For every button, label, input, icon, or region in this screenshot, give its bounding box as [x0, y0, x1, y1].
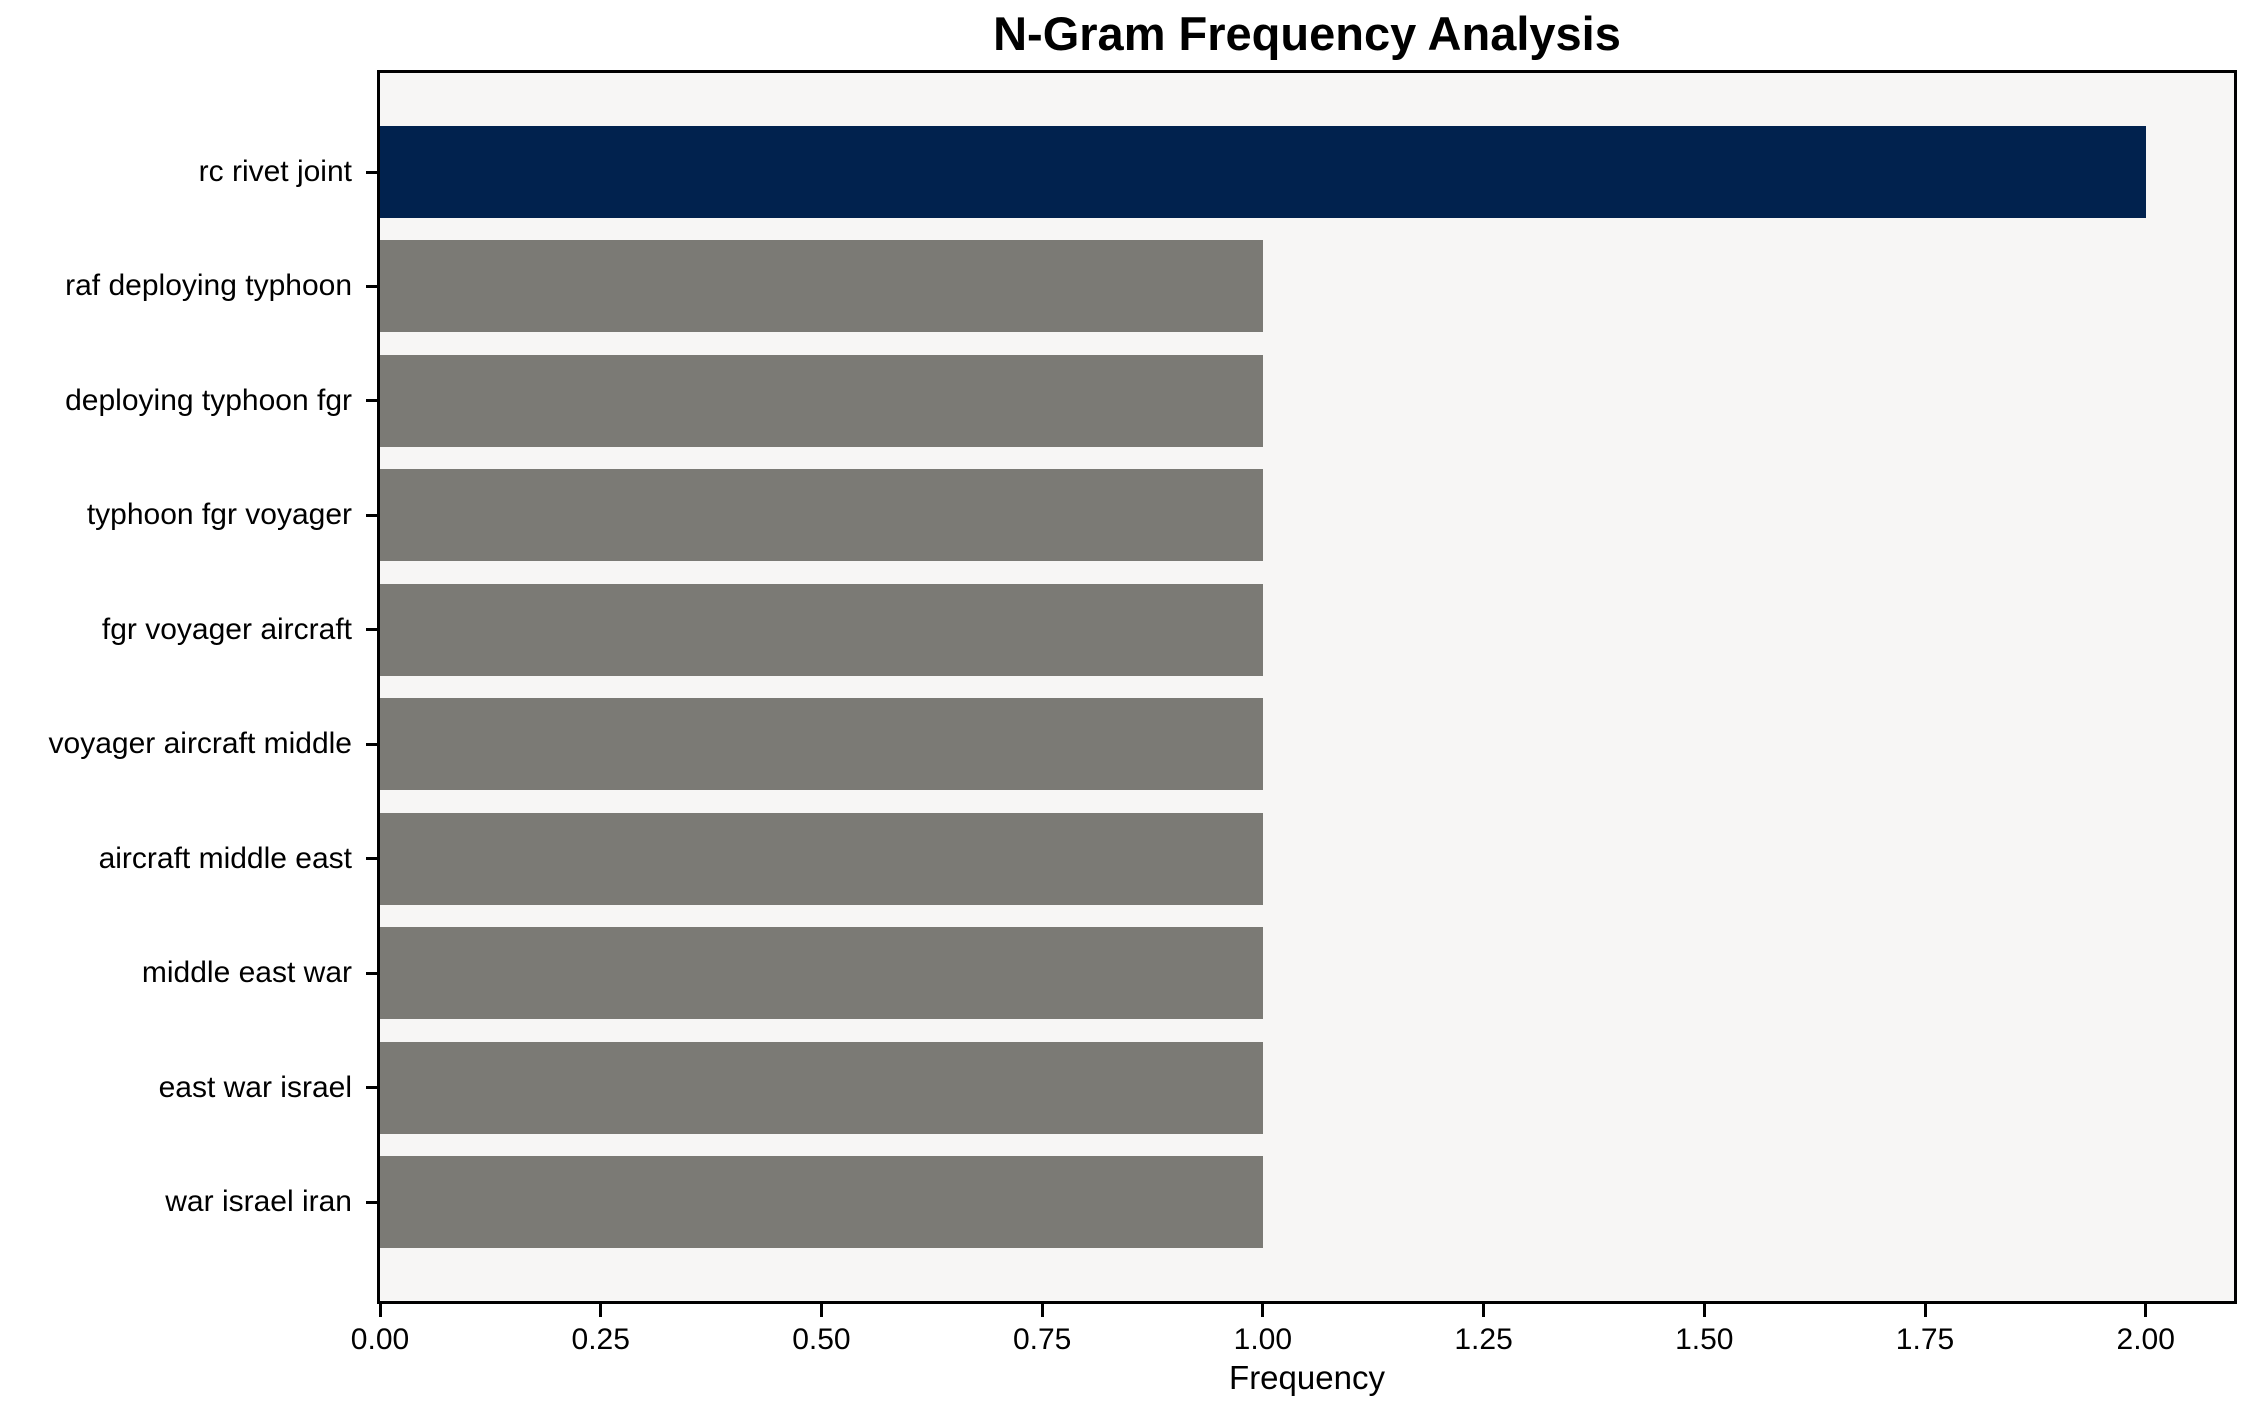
y-tick-label: voyager aircraft middle [48, 727, 352, 761]
x-tick-label: 2.00 [2116, 1323, 2175, 1356]
bar [380, 927, 1263, 1020]
y-tick-mark [366, 399, 377, 403]
y-tick-label: east war israel [158, 1070, 352, 1104]
bar [380, 1041, 1263, 1134]
x-tick-mark [1702, 1304, 1706, 1317]
y-tick-label: aircraft middle east [98, 841, 352, 875]
y-tick-mark [366, 857, 377, 861]
x-tick-mark [599, 1304, 603, 1317]
x-tick-label: 0.00 [350, 1323, 410, 1356]
bar [380, 583, 1263, 676]
bar [380, 1156, 1263, 1248]
y-tick-mark [366, 971, 377, 975]
y-tick-mark [366, 170, 377, 174]
x-tick-mark [2144, 1304, 2148, 1317]
x-tick-mark [1482, 1304, 1486, 1317]
x-tick-label: 0.25 [571, 1323, 630, 1356]
x-tick-label: 1.00 [1233, 1323, 1293, 1356]
y-tick-label: middle east war [141, 956, 352, 990]
y-tick-mark [366, 742, 377, 746]
y-tick-mark [366, 1086, 377, 1090]
x-tick-mark [1261, 1304, 1265, 1317]
plot-area [377, 70, 2237, 1304]
y-tick-label: typhoon fgr voyager [86, 498, 352, 532]
x-tick-mark [378, 1304, 382, 1317]
bar [380, 469, 1263, 562]
y-tick-label: fgr voyager aircraft [101, 612, 352, 646]
y-tick-mark [366, 1200, 377, 1204]
bar [380, 354, 1263, 447]
bar [380, 698, 1263, 791]
y-tick-label: raf deploying typhoon [65, 269, 352, 303]
x-tick-mark [1040, 1304, 1044, 1317]
bar [380, 812, 1263, 905]
x-tick-label: 0.75 [1012, 1323, 1072, 1356]
x-tick-label: 1.75 [1895, 1323, 1955, 1356]
x-tick-label: 1.25 [1454, 1323, 1513, 1356]
chart-title: N-Gram Frequency Analysis [993, 7, 1621, 60]
y-tick-mark [366, 284, 377, 288]
x-tick-label: 1.50 [1675, 1323, 1734, 1356]
bar [380, 126, 2146, 218]
bar [380, 240, 1263, 333]
y-tick-label: rc rivet joint [198, 155, 352, 188]
x-axis-label: Frequency [1229, 1359, 1385, 1396]
x-tick-mark [819, 1304, 823, 1317]
y-tick-mark [366, 513, 377, 517]
y-tick-label: deploying typhoon fgr [65, 383, 352, 417]
x-tick-mark [1923, 1304, 1927, 1317]
x-tick-label: 0.50 [792, 1323, 851, 1356]
y-tick-mark [366, 628, 377, 632]
y-tick-label: war israel iran [165, 1185, 352, 1218]
